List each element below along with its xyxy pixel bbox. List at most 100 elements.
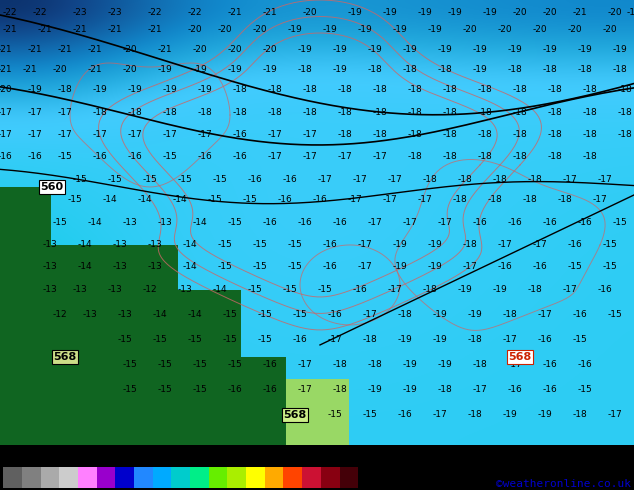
Text: -17: -17 <box>328 336 342 344</box>
Text: -19: -19 <box>578 46 592 54</box>
Text: -17: -17 <box>368 219 382 227</box>
Text: -18: -18 <box>368 361 382 369</box>
Text: -19: -19 <box>392 263 408 271</box>
Text: -17: -17 <box>358 263 372 271</box>
Text: -18: -18 <box>233 108 247 118</box>
Bar <box>228 466 246 488</box>
Text: We 25-09-2024 06:00 UTC (00+06): We 25-09-2024 06:00 UTC (00+06) <box>410 446 631 459</box>
Text: -20: -20 <box>543 8 557 18</box>
Text: -17: -17 <box>0 108 13 118</box>
Text: -18: -18 <box>522 196 538 204</box>
Text: -20: -20 <box>228 46 242 54</box>
Text: -16: -16 <box>543 386 557 394</box>
Text: -18: -18 <box>373 85 387 95</box>
Text: -17: -17 <box>538 311 552 319</box>
Text: -19: -19 <box>427 241 443 249</box>
Text: -17: -17 <box>127 130 143 140</box>
Text: -17: -17 <box>418 196 432 204</box>
Text: -16: -16 <box>567 241 583 249</box>
Text: -17: -17 <box>432 411 448 419</box>
Text: -17: -17 <box>58 108 72 118</box>
Text: -19: -19 <box>538 411 552 419</box>
Text: -15: -15 <box>288 263 302 271</box>
Text: -14: -14 <box>193 219 207 227</box>
Text: -17: -17 <box>593 196 607 204</box>
Bar <box>283 466 302 488</box>
Text: -18: -18 <box>527 175 542 184</box>
Text: -17: -17 <box>58 130 72 140</box>
Text: -16: -16 <box>127 152 143 162</box>
Text: -16: -16 <box>508 386 522 394</box>
Text: -17: -17 <box>387 175 403 184</box>
Text: -12: -12 <box>143 286 157 294</box>
Text: -13: -13 <box>122 219 138 227</box>
Text: -13: -13 <box>42 241 57 249</box>
Text: -15: -15 <box>68 196 82 204</box>
Bar <box>302 466 321 488</box>
Text: -13: -13 <box>113 263 127 271</box>
Text: -19: -19 <box>262 66 278 74</box>
Text: -15: -15 <box>143 175 157 184</box>
Text: -18: -18 <box>618 85 632 95</box>
Text: -21: -21 <box>37 25 53 34</box>
Text: -18: -18 <box>437 386 453 394</box>
Text: -20: -20 <box>463 25 477 34</box>
Text: -15: -15 <box>193 386 207 394</box>
Text: -13: -13 <box>148 263 162 271</box>
Text: -18: -18 <box>548 85 562 95</box>
Text: -15: -15 <box>228 219 242 227</box>
Text: -14: -14 <box>188 311 202 319</box>
Text: -15: -15 <box>248 286 262 294</box>
Text: -19: -19 <box>347 8 363 18</box>
Text: -20: -20 <box>53 66 67 74</box>
Text: -22: -22 <box>3 8 17 18</box>
Text: -15: -15 <box>293 311 307 319</box>
Text: -20: -20 <box>188 25 202 34</box>
Text: -15: -15 <box>257 311 273 319</box>
Text: -18: -18 <box>93 108 107 118</box>
Text: -18: -18 <box>477 85 493 95</box>
Text: -15: -15 <box>153 336 167 344</box>
Bar <box>96 466 115 488</box>
Text: -17: -17 <box>598 175 612 184</box>
Text: -19: -19 <box>508 46 522 54</box>
Text: -15: -15 <box>217 263 233 271</box>
Text: -16: -16 <box>328 311 342 319</box>
Text: -13: -13 <box>73 286 87 294</box>
Text: -17: -17 <box>338 152 353 162</box>
Text: -16: -16 <box>28 152 42 162</box>
Text: -15: -15 <box>207 196 223 204</box>
Text: -15: -15 <box>612 219 628 227</box>
Text: -15: -15 <box>252 263 268 271</box>
Text: -18: -18 <box>333 361 347 369</box>
Text: -18: -18 <box>578 66 592 74</box>
Bar <box>321 466 340 488</box>
Text: -19: -19 <box>333 46 347 54</box>
Text: -13: -13 <box>42 286 57 294</box>
Text: -15: -15 <box>53 219 67 227</box>
Text: -21: -21 <box>73 25 87 34</box>
Bar <box>209 466 228 488</box>
Text: -15: -15 <box>108 175 122 184</box>
Text: -18: -18 <box>443 108 457 118</box>
Text: -14: -14 <box>78 263 93 271</box>
Text: -16: -16 <box>508 219 522 227</box>
Text: -17: -17 <box>163 130 178 140</box>
Text: -16: -16 <box>233 130 247 140</box>
Text: -16: -16 <box>283 175 297 184</box>
Text: -17: -17 <box>387 286 403 294</box>
Text: -12: -12 <box>53 311 67 319</box>
Text: -16: -16 <box>278 196 292 204</box>
Text: -18: -18 <box>338 130 353 140</box>
Text: -19: -19 <box>458 286 472 294</box>
Text: -21: -21 <box>573 8 587 18</box>
Text: -17: -17 <box>347 196 363 204</box>
Text: -21: -21 <box>3 25 17 34</box>
Text: -20: -20 <box>302 8 317 18</box>
Text: -18: -18 <box>573 411 587 419</box>
Text: -17: -17 <box>358 241 372 249</box>
Text: -16: -16 <box>543 361 557 369</box>
Text: -19: -19 <box>383 8 398 18</box>
Text: -18: -18 <box>458 175 472 184</box>
Bar <box>246 466 265 488</box>
